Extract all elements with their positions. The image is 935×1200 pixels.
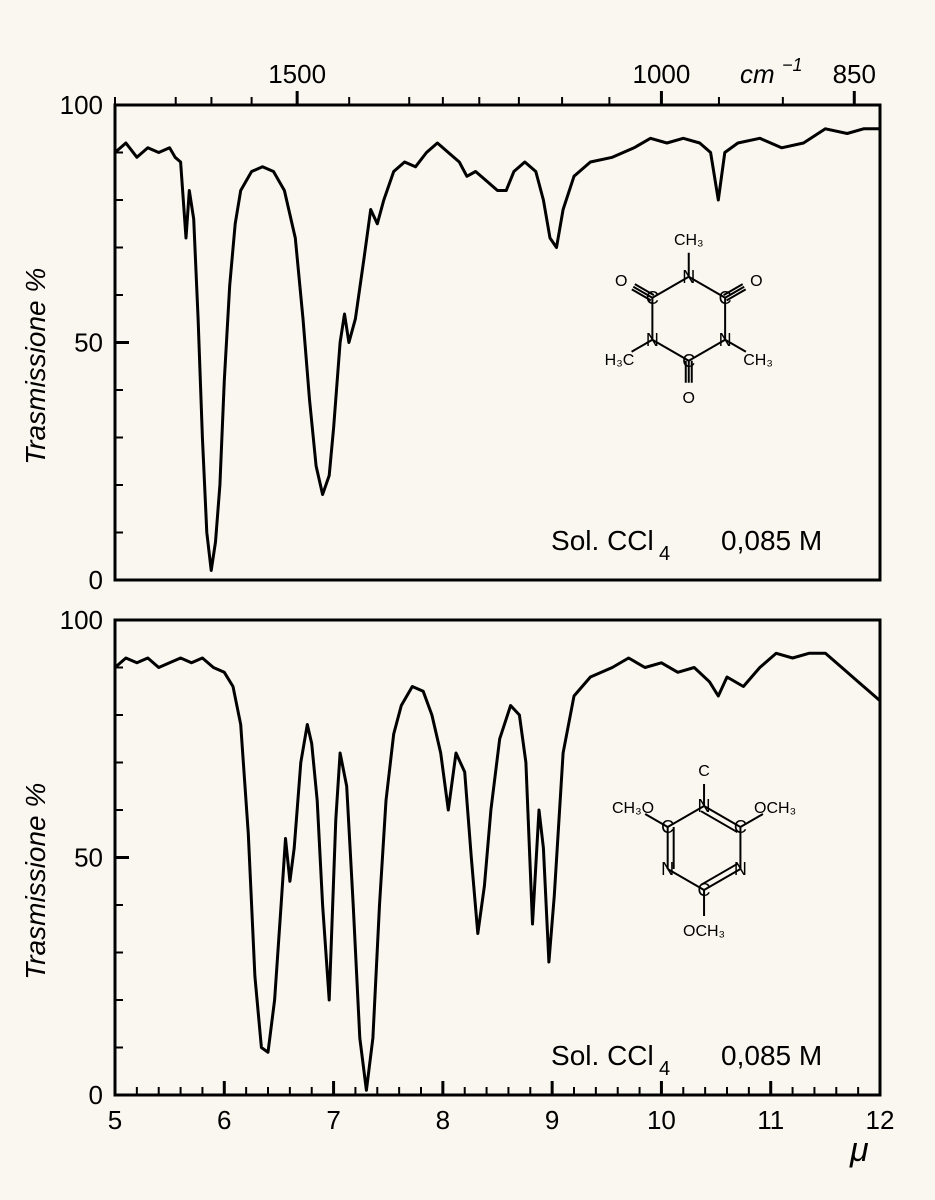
svg-text:N: N: [661, 859, 674, 879]
caption-solvent: Sol. CCl: [551, 525, 654, 556]
y-tick-label: 0: [89, 565, 103, 595]
caption-solvent-sub: 4: [659, 1058, 670, 1080]
y-tick-label: 100: [60, 90, 103, 120]
top-axis-unit-sup: −1: [782, 55, 803, 75]
y-tick-label: 0: [89, 1080, 103, 1110]
x-tick-label: 5: [108, 1105, 122, 1135]
svg-text:CH₃: CH₃: [743, 352, 773, 369]
x-tick-label: 9: [545, 1105, 559, 1135]
caption-solvent-sub: 4: [659, 543, 670, 565]
svg-text:N: N: [734, 859, 747, 879]
x-tick-label: 7: [326, 1105, 340, 1135]
y-tick-label: 50: [74, 328, 103, 358]
caption-conc: 0,085 M: [721, 525, 822, 556]
top-tick-label: 850: [833, 59, 876, 89]
x-tick-label: 11: [757, 1105, 784, 1135]
top-axis-unit: cm: [740, 59, 775, 89]
top-tick-label: 1000: [633, 59, 691, 89]
svg-text:C: C: [698, 763, 710, 780]
svg-text:CH₃: CH₃: [674, 232, 704, 249]
figure-svg: 050100Trasmissione %Sol. CCl40,085 M0501…: [0, 0, 935, 1200]
x-axis-label: μ: [849, 1131, 869, 1169]
x-tick-label: 12: [866, 1105, 895, 1135]
x-tick-label: 6: [217, 1105, 231, 1135]
x-tick-label: 8: [436, 1105, 450, 1135]
figure-root: 050100Trasmissione %Sol. CCl40,085 M0501…: [0, 0, 935, 1200]
y-tick-label: 100: [60, 605, 103, 635]
svg-text:O: O: [615, 273, 627, 290]
svg-text:OCH₃: OCH₃: [683, 923, 725, 940]
plot-frame: [115, 105, 880, 580]
svg-text:H₃C: H₃C: [605, 352, 635, 369]
svg-text:OCH₃: OCH₃: [754, 800, 796, 817]
y-axis-label: Trasmissione %: [20, 268, 51, 465]
plot-frame: [115, 620, 880, 1095]
svg-text:O: O: [683, 390, 695, 407]
y-axis-label: Trasmissione %: [20, 783, 51, 980]
svg-text:O: O: [750, 273, 762, 290]
x-tick-label: 10: [647, 1105, 676, 1135]
top-tick-label: 1500: [268, 59, 326, 89]
caption-conc: 0,085 M: [721, 1040, 822, 1071]
svg-text:CH₃O: CH₃O: [612, 800, 654, 817]
y-tick-label: 50: [74, 843, 103, 873]
caption-solvent: Sol. CCl: [551, 1040, 654, 1071]
